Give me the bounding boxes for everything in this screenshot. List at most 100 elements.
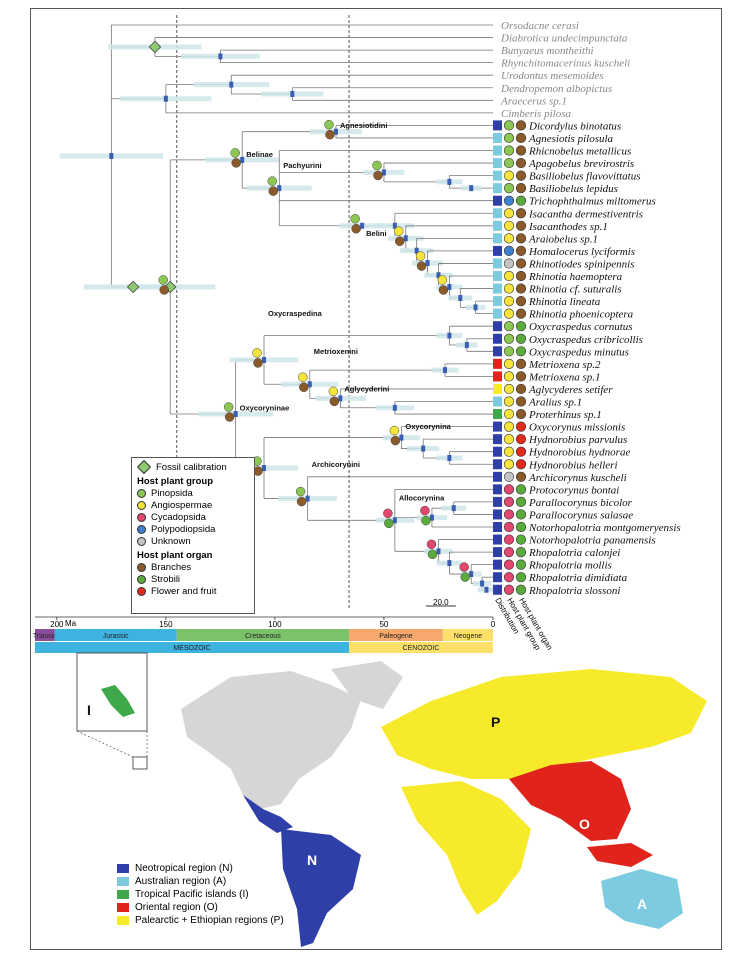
- australia-shape: [601, 869, 683, 929]
- taxon-label: Archicorynus kuscheli: [528, 472, 627, 484]
- distribution-cell: [493, 346, 502, 357]
- node-box: [484, 586, 489, 593]
- era-band: [349, 642, 493, 653]
- ancestral-organ-pie: [427, 549, 438, 560]
- distribution-cell: [493, 132, 502, 143]
- legend-region-A: Australian region (A): [117, 875, 284, 888]
- host-organ-dot: [515, 546, 527, 558]
- legend-region-N: Neotropical region (N): [117, 862, 284, 875]
- host-group-dot: [503, 283, 515, 294]
- host-group-dot: [503, 559, 515, 570]
- axis-tick-label: 50: [379, 620, 388, 629]
- host-group-dot: [503, 521, 515, 533]
- host-organ-dot: [515, 383, 527, 395]
- taxon-label: Rhynchitomacerinus kuscheli: [500, 58, 630, 70]
- period-label: Paleogene: [379, 633, 413, 640]
- fossil-calibration-icon: [148, 40, 162, 54]
- distribution-cell: [493, 383, 502, 394]
- distribution-cell: [493, 484, 502, 495]
- taxon-label: Dendropemon albopictus: [500, 83, 612, 95]
- legend-group-pinopsida: Pinopsida: [137, 487, 249, 499]
- taxon-label: Metrioxena sp.2: [528, 359, 601, 371]
- central-america-shape: [243, 795, 293, 833]
- taxon-label: Homalocerus lyciformis: [528, 246, 635, 258]
- taxon-label: Metrioxena sp.1: [528, 371, 600, 383]
- legend-fossil: Fossil calibration: [136, 459, 249, 475]
- taxon-label: Diabrotica undecimpunctata: [500, 33, 628, 45]
- taxon-label: Rhinotia haemoptera: [528, 271, 623, 283]
- hawaii-islands-shape: [101, 685, 135, 717]
- ancestral-organ-pie: [438, 285, 449, 295]
- ancestral-organ-pie: [296, 496, 307, 507]
- host-organ-dot: [515, 233, 527, 244]
- legend-region-I-swatch: [117, 890, 129, 899]
- legend-region-N-label: Neotropical region (N): [135, 863, 233, 874]
- node-box: [425, 260, 430, 267]
- map-label-I: I: [87, 702, 91, 718]
- ancestral-group-pie: [394, 226, 404, 237]
- distribution-cell: [493, 158, 502, 169]
- distribution-cell: [493, 371, 502, 382]
- south-america-shape: [281, 829, 361, 947]
- taxon-label: Oxycraspedus cornutus: [529, 321, 633, 333]
- taxon-label: Apagobelus brevirostris: [528, 158, 634, 170]
- node-box: [414, 247, 419, 254]
- figure-frame: Agnesiotidini Belinae Pachyurini Belini Oxyc…: [30, 8, 722, 950]
- taxon-label: Isacantha dermestiventris: [528, 208, 643, 220]
- ancestral-group-pie: [267, 176, 278, 186]
- host-organ-dot: [515, 270, 527, 282]
- legend-organ-strobili: Strobili: [137, 573, 249, 585]
- host-organ-dot: [515, 559, 527, 570]
- node-box: [333, 128, 338, 135]
- axis-tick-label: 150: [159, 620, 173, 629]
- host-organ-dot: [515, 120, 527, 131]
- taxon-label: Rhopalotria mollis: [528, 560, 612, 572]
- node-box: [403, 235, 408, 242]
- distribution-cell: [493, 446, 502, 457]
- legend-region-I: Tropical Pacific islands (I): [117, 888, 284, 901]
- clade-label: Oxycraspedina: [268, 309, 323, 318]
- legend-fossil-label: Fossil calibration: [156, 461, 227, 473]
- host-organ-dot: [515, 496, 527, 508]
- distribution-cell: [493, 534, 502, 545]
- node-box: [240, 156, 245, 163]
- taxon-label: Hydnorobius helleri: [528, 459, 618, 471]
- legend-region-A-swatch: [117, 877, 129, 886]
- legend-organ-flower: Flower and fruit: [137, 585, 249, 597]
- clade-label: Oxycoryninae: [240, 403, 290, 412]
- legend-organ-branches: Branches: [137, 561, 249, 573]
- taxon-label: Rhinotia cf. suturalis: [528, 284, 622, 296]
- host-group-dot: [503, 408, 515, 420]
- legend-group-angiospermae: Angiospermae: [137, 499, 249, 511]
- host-group-dot: [503, 157, 515, 169]
- ancestral-organ-pie: [231, 158, 241, 168]
- map-legend: Neotropical region (N) Australian region …: [117, 862, 284, 927]
- host-organ-dot: [515, 157, 527, 169]
- host-group-dot: [503, 383, 515, 395]
- tree-layer: Agnesiotidini Belinae Pachyurini Belini Oxyc…: [59, 15, 496, 609]
- clade-label: Metrioxenini: [314, 347, 358, 356]
- host-group-dot: [503, 308, 515, 319]
- distribution-cell: [493, 409, 502, 420]
- ancestral-group-pie: [426, 539, 437, 550]
- era-label: MESOZOIC: [173, 645, 210, 652]
- node-box: [451, 505, 456, 512]
- node-box: [163, 95, 168, 102]
- host-group-dot: [503, 509, 515, 520]
- host-group-dot: [503, 546, 515, 558]
- axis-tick-label: 200: [50, 620, 64, 629]
- legend-group-polypodiopsida-swatch: [137, 524, 146, 534]
- host-group-dot: [503, 371, 515, 382]
- host-organ-dot: [515, 333, 527, 344]
- legend-group-pinopsida-swatch: [137, 488, 146, 498]
- period-band: [176, 629, 350, 641]
- node-box: [109, 152, 114, 159]
- legend-organs: Branches Strobili Flower and fruit: [137, 561, 249, 597]
- period-band: [349, 629, 443, 641]
- host-organ-dot: [515, 434, 527, 445]
- ancestral-group-pie: [230, 148, 240, 158]
- legend-region-O-swatch: [117, 903, 129, 912]
- taxon-label: Araecerus sp.1: [500, 95, 567, 107]
- taxon-label: Protocorynus bontai: [528, 484, 619, 496]
- distribution-cell: [493, 522, 502, 532]
